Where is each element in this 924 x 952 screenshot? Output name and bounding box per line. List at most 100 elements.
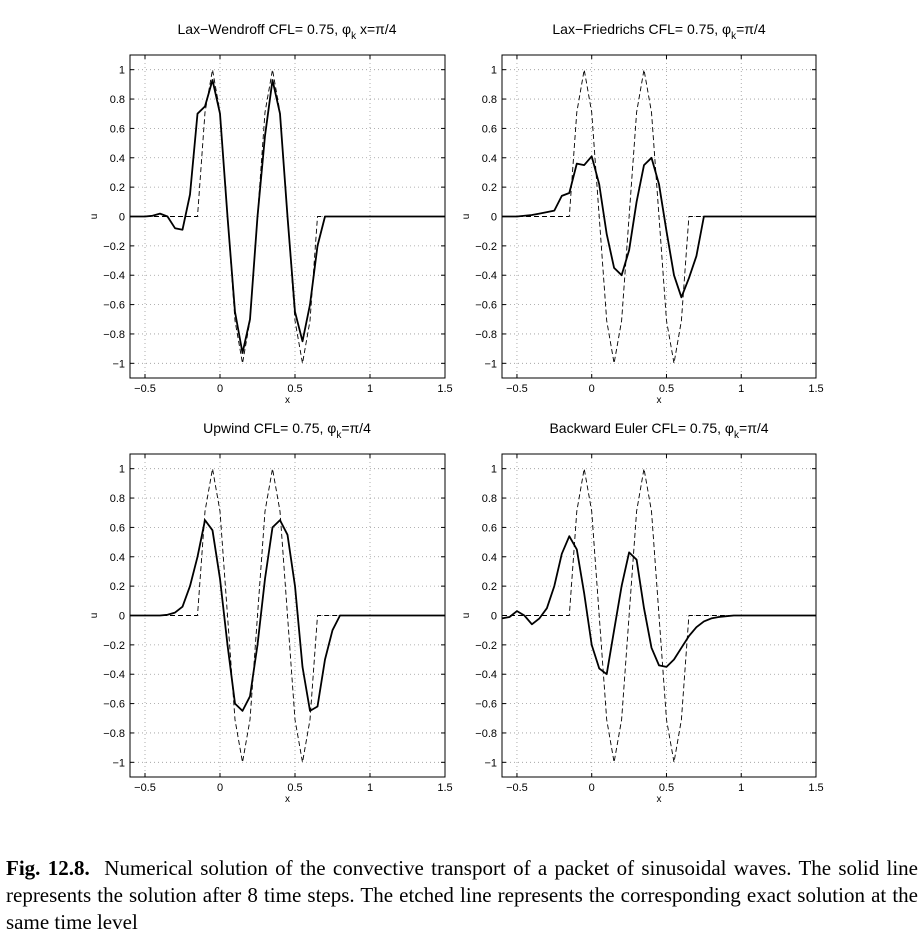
y-tick-label: −0.4 bbox=[103, 270, 125, 282]
figure-caption: Fig. 12.8. Numerical solution of the con… bbox=[6, 855, 918, 936]
chart-title: Lax−Wendroff CFL= 0.75, φk x=π/4 bbox=[178, 21, 397, 42]
chart-title: Lax−Friedrichs CFL= 0.75, φk=π/4 bbox=[552, 21, 765, 42]
x-tick-label: 0 bbox=[589, 383, 595, 395]
y-tick-label: 1 bbox=[119, 65, 125, 77]
chart-title-main: Lax−Friedrichs CFL= 0.75, φ bbox=[552, 21, 731, 37]
x-tick-label: 0 bbox=[217, 383, 223, 395]
y-tick-label: 0 bbox=[119, 212, 125, 224]
y-tick-label: 1 bbox=[491, 464, 497, 476]
y-tick-label: 0.8 bbox=[482, 94, 497, 106]
y-tick-label: −0.6 bbox=[475, 699, 497, 711]
y-tick-label: −0.2 bbox=[475, 241, 497, 253]
chart-panel-4: −0.5 0 0.5 1 1.5 1 0.8 0.6 0.4 0.2 0 −0.2 −0.4 −0.6 −0… bbox=[461, 420, 824, 805]
y-tick-label: 0.4 bbox=[110, 153, 125, 165]
y-tick-label: 0.6 bbox=[110, 522, 125, 534]
y-tick-label: 0.2 bbox=[482, 581, 497, 593]
y-tick-label: 0.8 bbox=[110, 493, 125, 505]
y-tick-label: −0.6 bbox=[103, 300, 125, 312]
y-tick-label: −1 bbox=[484, 358, 497, 370]
chart-title-main: Backward Euler CFL= 0.75, φ bbox=[549, 420, 734, 436]
x-tick-label: 0 bbox=[217, 782, 223, 794]
y-tick-label: −0.2 bbox=[103, 241, 125, 253]
y-tick-label: 0.4 bbox=[482, 552, 497, 564]
y-tick-label: 0 bbox=[119, 611, 125, 623]
y-tick-label: −0.8 bbox=[475, 728, 497, 740]
y-tick-label: −1 bbox=[112, 358, 125, 370]
y-tick-label: −0.8 bbox=[103, 329, 125, 341]
y-tick-label: −0.4 bbox=[475, 669, 497, 681]
chart-title-end: =π/4 bbox=[341, 420, 371, 436]
y-tick-label: −0.2 bbox=[103, 640, 125, 652]
x-axis-label: x bbox=[285, 395, 290, 406]
x-tick-label: −0.5 bbox=[134, 383, 156, 395]
y-tick-label: −0.2 bbox=[475, 640, 497, 652]
y-tick-label: −0.8 bbox=[103, 728, 125, 740]
x-tick-label: 1 bbox=[738, 383, 744, 395]
y-tick-label: 0.8 bbox=[110, 94, 125, 106]
chart-title: Upwind CFL= 0.75, φk=π/4 bbox=[203, 420, 371, 441]
y-tick-label: 0.4 bbox=[482, 153, 497, 165]
y-tick-label: 0.2 bbox=[110, 581, 125, 593]
chart-title-main: Upwind CFL= 0.75, φ bbox=[203, 420, 336, 436]
y-tick-label: −1 bbox=[484, 757, 497, 769]
chart-title: Backward Euler CFL= 0.75, φk=π/4 bbox=[549, 420, 768, 441]
numerical-solution-line bbox=[130, 519, 445, 712]
y-tick-label: 0.2 bbox=[482, 182, 497, 194]
chart-panel-3: −0.5 0 0.5 1 1.5 1 0.8 0.6 0.4 0.2 0 −0.2 −0.4 −0.6 −0… bbox=[89, 420, 453, 805]
y-tick-label: −0.6 bbox=[103, 699, 125, 711]
x-tick-label: 0.5 bbox=[659, 782, 674, 794]
y-axis-label: u bbox=[461, 613, 472, 619]
y-tick-label: 0.2 bbox=[110, 182, 125, 194]
x-tick-label: 1.5 bbox=[437, 383, 452, 395]
chart-panel-1: −0.5 0 0.5 1 1.5 1 0.8 0.6 0.4 0.2 0 −0.2 −0.4 −0.6 −0… bbox=[89, 21, 453, 406]
chart-title-main: Lax−Wendroff CFL= 0.75, φ bbox=[178, 21, 352, 37]
y-tick-label: −1 bbox=[112, 757, 125, 769]
x-tick-label: −0.5 bbox=[134, 782, 156, 794]
x-tick-label: 1 bbox=[367, 383, 373, 395]
x-tick-label: 1.5 bbox=[808, 383, 823, 395]
y-tick-label: −0.8 bbox=[475, 329, 497, 341]
x-tick-label: 1 bbox=[738, 782, 744, 794]
y-tick-label: 0 bbox=[491, 611, 497, 623]
exact-solution-line bbox=[502, 69, 816, 364]
y-axis-label: u bbox=[461, 214, 472, 220]
x-tick-label: 0.5 bbox=[287, 782, 302, 794]
y-tick-label: 0 bbox=[491, 212, 497, 224]
x-tick-label: 0.5 bbox=[659, 383, 674, 395]
caption-text: Numerical solution of the convective tra… bbox=[6, 856, 919, 934]
exact-solution-line bbox=[130, 468, 445, 763]
x-tick-label: 0.5 bbox=[287, 383, 302, 395]
chart-title-subscript: k bbox=[336, 430, 342, 441]
exact-solution-line bbox=[502, 468, 816, 763]
x-tick-label: 1.5 bbox=[437, 782, 452, 794]
numerical-solution-line bbox=[130, 79, 445, 354]
y-tick-label: 0.6 bbox=[110, 123, 125, 135]
chart-panel-2: −0.5 0 0.5 1 1.5 1 0.8 0.6 0.4 0.2 0 −0.2 −0.4 −0.6 −0… bbox=[461, 21, 824, 406]
figure-panels: −0.5 0 0.5 1 1.5 1 0.8 0.6 0.4 0.2 0 −0.2 −0.4 −0.6 −0… bbox=[89, 21, 824, 805]
y-tick-label: 0.6 bbox=[482, 522, 497, 534]
x-axis-label: x bbox=[285, 794, 290, 805]
chart-title-subscript: k bbox=[731, 31, 737, 42]
y-tick-label: 0.6 bbox=[482, 123, 497, 135]
numerical-solution-line bbox=[502, 155, 816, 299]
x-tick-label: −0.5 bbox=[506, 782, 528, 794]
x-tick-label: −0.5 bbox=[506, 383, 528, 395]
caption-label: Fig. 12.8. bbox=[6, 856, 90, 880]
y-tick-label: −0.6 bbox=[475, 300, 497, 312]
x-tick-label: 1 bbox=[367, 782, 373, 794]
chart-title-subscript: k bbox=[734, 430, 740, 441]
exact-solution-line bbox=[130, 69, 445, 364]
y-tick-label: 1 bbox=[491, 65, 497, 77]
y-tick-label: 1 bbox=[119, 464, 125, 476]
chart-title-end: x=π/4 bbox=[356, 21, 397, 37]
y-tick-label: 0.8 bbox=[482, 493, 497, 505]
chart-title-end: =π/4 bbox=[739, 420, 769, 436]
x-tick-label: 1.5 bbox=[808, 782, 823, 794]
y-axis-label: u bbox=[89, 214, 100, 220]
x-axis-label: x bbox=[657, 794, 662, 805]
y-tick-label: −0.4 bbox=[475, 270, 497, 282]
y-axis-label: u bbox=[89, 613, 100, 619]
x-axis-label: x bbox=[657, 395, 662, 406]
y-tick-label: 0.4 bbox=[110, 552, 125, 564]
chart-title-end: =π/4 bbox=[736, 21, 766, 37]
